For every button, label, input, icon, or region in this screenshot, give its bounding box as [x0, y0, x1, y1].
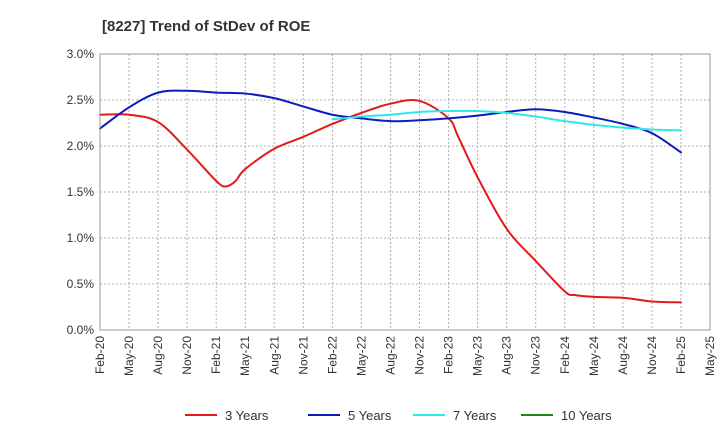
x-tick-label: May-23 [471, 336, 485, 376]
x-tick-label: Aug-22 [383, 336, 397, 375]
y-tick-label: 0.5% [67, 277, 95, 291]
x-tick-label: Feb-23 [442, 336, 456, 374]
series-line-3-years [99, 99, 682, 304]
legend-label-3-years: 3 Years [225, 408, 269, 423]
x-tick-label: May-22 [354, 336, 368, 376]
x-tick-label: Nov-22 [413, 336, 427, 375]
x-tick-label: Aug-24 [616, 336, 630, 375]
x-tick-label: Nov-20 [180, 336, 194, 375]
x-tick-label: Feb-22 [325, 336, 339, 374]
series-line-5-years [99, 89, 682, 154]
x-tick-label: Aug-23 [500, 336, 514, 375]
legend-label-10-years: 10 Years [561, 408, 612, 423]
legend: 3 Years 5 Years 7 Years 10 Years [185, 408, 612, 423]
x-tick-label: Nov-23 [529, 336, 543, 375]
x-tick-label: Nov-21 [296, 336, 310, 375]
plot-area-frame [99, 53, 711, 331]
x-tick-label: Feb-20 [93, 336, 107, 374]
x-tick-label: Aug-21 [267, 336, 281, 375]
x-tick-label: May-25 [703, 336, 717, 376]
y-tick-label: 0.0% [67, 323, 95, 337]
grid-lines [99, 53, 711, 331]
y-axis-tick-labels: 0.0% 0.5% 1.0% 1.5% 2.0% 2.5% 3.0% [67, 47, 95, 337]
x-tick-label: Feb-21 [209, 336, 223, 374]
x-tick-label: Nov-24 [645, 336, 659, 375]
x-axis-tick-labels: Feb-20 May-20 Aug-20 Nov-20 Feb-21 May-21 Aug-… [93, 336, 717, 376]
y-tick-label: 3.0% [67, 47, 95, 61]
y-tick-label: 1.0% [67, 231, 95, 245]
chart-title: [8227] Trend of StDev of ROE [102, 18, 310, 35]
x-tick-label: May-24 [587, 336, 601, 376]
series-layer [99, 89, 682, 304]
y-tick-label: 2.5% [67, 93, 95, 107]
x-tick-label: Feb-25 [674, 336, 688, 374]
x-tick-label: Feb-24 [558, 336, 572, 374]
legend-label-5-years: 5 Years [348, 408, 392, 423]
y-tick-label: 1.5% [67, 185, 95, 199]
legend-label-7-years: 7 Years [453, 408, 497, 423]
y-tick-label: 2.0% [67, 139, 95, 153]
x-tick-label: Aug-20 [151, 336, 165, 375]
x-tick-label: May-20 [122, 336, 136, 376]
series-line-7-years [331, 109, 682, 132]
x-tick-label: May-21 [238, 336, 252, 376]
